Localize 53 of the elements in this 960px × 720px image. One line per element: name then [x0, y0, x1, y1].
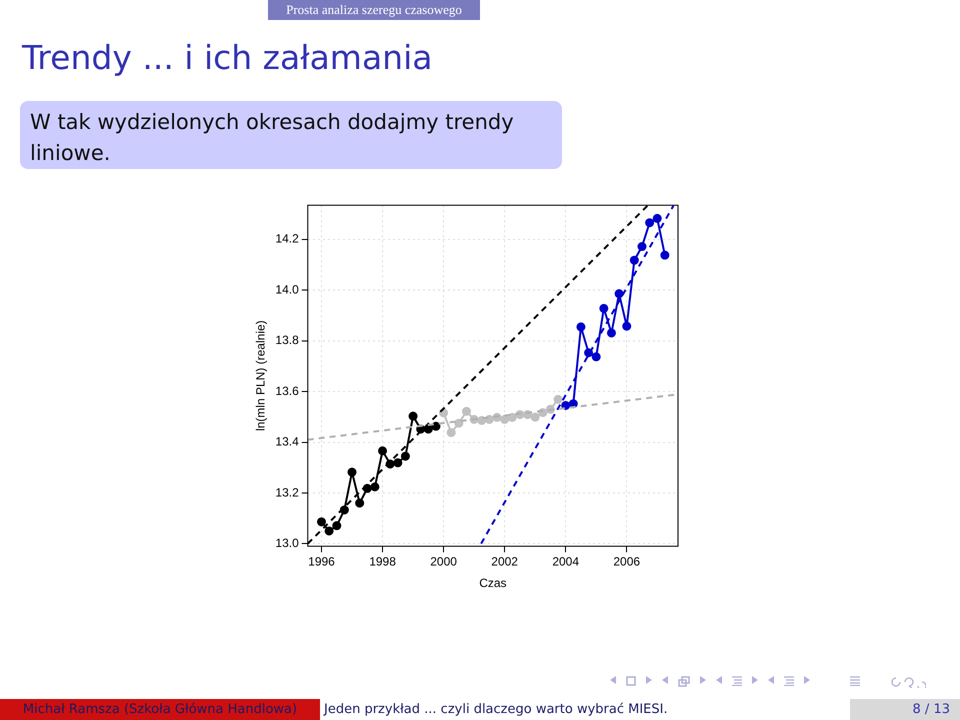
point	[576, 322, 586, 332]
y-tick-label: 13.6	[275, 384, 300, 398]
point	[630, 256, 639, 265]
y-tick-label: 13.4	[275, 434, 300, 449]
point	[584, 348, 594, 358]
point	[348, 468, 357, 477]
x-tick-label: 2002	[491, 554, 518, 569]
point	[660, 250, 670, 260]
x-tick-label: 1998	[369, 554, 396, 569]
point	[508, 412, 517, 422]
point	[446, 428, 456, 438]
point	[606, 328, 616, 338]
x-tick-label: 2000	[430, 554, 458, 569]
y-tick-label: 14.2	[275, 232, 300, 246]
y-tick-label: 14.0	[275, 282, 300, 296]
y-tick-label: 13.0	[275, 536, 300, 550]
point	[599, 304, 608, 313]
point	[355, 498, 364, 508]
point	[431, 422, 440, 431]
point	[393, 458, 402, 468]
text: 8 / 13	[850, 699, 960, 720]
point	[378, 446, 388, 456]
chart-subtitle: W tak wydzielonych okresach dodajmy trendy liniowe.	[20, 101, 562, 169]
point	[637, 242, 646, 252]
point	[530, 412, 540, 422]
point	[454, 418, 464, 428]
point	[340, 505, 349, 514]
point	[622, 322, 632, 331]
point	[592, 352, 601, 362]
y-tick-label: 13.8	[275, 333, 300, 348]
point	[370, 482, 380, 492]
point	[614, 289, 624, 298]
x-axis-title: Czas	[479, 576, 507, 590]
chart-title: Trendy ... i ich załamania	[22, 38, 432, 77]
point	[332, 521, 342, 530]
point	[324, 526, 334, 536]
point	[408, 412, 418, 421]
x-tick-label: 1996	[308, 554, 336, 569]
y-tick-label: 13.2	[275, 485, 300, 500]
point	[400, 452, 410, 461]
y-axis-title: ln(mln PLN) (realnie)	[254, 320, 268, 432]
text: Jeden przykład ... czyli dlaczego warto wybrać MIESI.	[320, 699, 850, 720]
point	[554, 394, 563, 404]
text: Michał Ramsza (Szkoła Główna Handlowa)	[0, 699, 320, 720]
point	[645, 218, 654, 228]
x-tick-label: 2004	[552, 554, 580, 569]
point	[316, 517, 326, 526]
x-tick-label: 2006	[613, 554, 640, 569]
point	[561, 400, 570, 410]
point	[500, 414, 510, 424]
text: Prosta analiza szeregu czasowego	[268, 0, 480, 20]
point	[652, 214, 662, 223]
point	[462, 406, 471, 416]
